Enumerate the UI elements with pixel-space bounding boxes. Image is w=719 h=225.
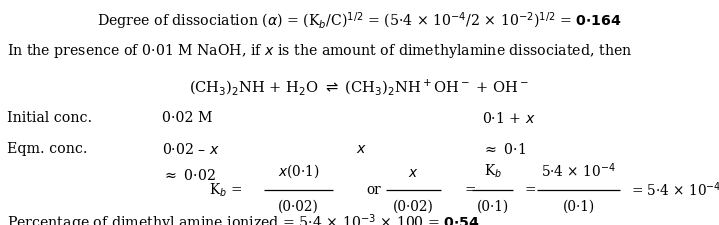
Text: = 5·4 × 10$^{-4}$: = 5·4 × 10$^{-4}$ (631, 181, 719, 199)
Text: K$_b$: K$_b$ (484, 163, 501, 180)
Text: Degree of dissociation ($\alpha$) = (K$_b$/C)$^{1/2}$ = (5·4 × 10$^{-4}$/2 × 10$: Degree of dissociation ($\alpha$) = (K$_… (97, 10, 622, 32)
Text: Percentage of dimethyl amine ionized = 5·4 × 10$^{-3}$ × 100 = $\mathbf{0{\cdot}: Percentage of dimethyl amine ionized = 5… (7, 213, 480, 225)
Text: (CH$_3$)$_2$NH + H$_2$O $\rightleftharpoons$ (CH$_3$)$_2$NH$^+$OH$^-$ + OH$^-$: (CH$_3$)$_2$NH + H$_2$O $\rightleftharpo… (190, 78, 529, 97)
Text: =: = (525, 183, 536, 197)
Text: (0·02): (0·02) (278, 200, 319, 214)
Text: (0·1): (0·1) (563, 200, 595, 214)
Text: $\approx$ 0·02: $\approx$ 0·02 (162, 168, 216, 183)
Text: (0·1): (0·1) (477, 200, 508, 214)
Text: =: = (464, 183, 476, 197)
Text: $x$(0·1): $x$(0·1) (278, 162, 319, 180)
Text: Eqm. conc.: Eqm. conc. (7, 142, 88, 156)
Text: 0·1 + $x$: 0·1 + $x$ (482, 111, 536, 126)
Text: K$_b$ =: K$_b$ = (209, 181, 242, 199)
Text: $x$: $x$ (356, 142, 367, 156)
Text: $x$: $x$ (408, 166, 418, 180)
Text: $\approx$ 0·1: $\approx$ 0·1 (482, 142, 526, 157)
Text: or: or (367, 183, 381, 197)
Text: In the presence of 0·01 M NaOH, if $x$ is the amount of dimethylamine dissociate: In the presence of 0·01 M NaOH, if $x$ i… (7, 42, 633, 60)
Text: Initial conc.: Initial conc. (7, 111, 92, 125)
Text: 0·02 M: 0·02 M (162, 111, 212, 125)
Text: (0·02): (0·02) (393, 200, 434, 214)
Text: 0·02 – $x$: 0·02 – $x$ (162, 142, 220, 157)
Text: 5·4 × 10$^{-4}$: 5·4 × 10$^{-4}$ (541, 162, 616, 180)
